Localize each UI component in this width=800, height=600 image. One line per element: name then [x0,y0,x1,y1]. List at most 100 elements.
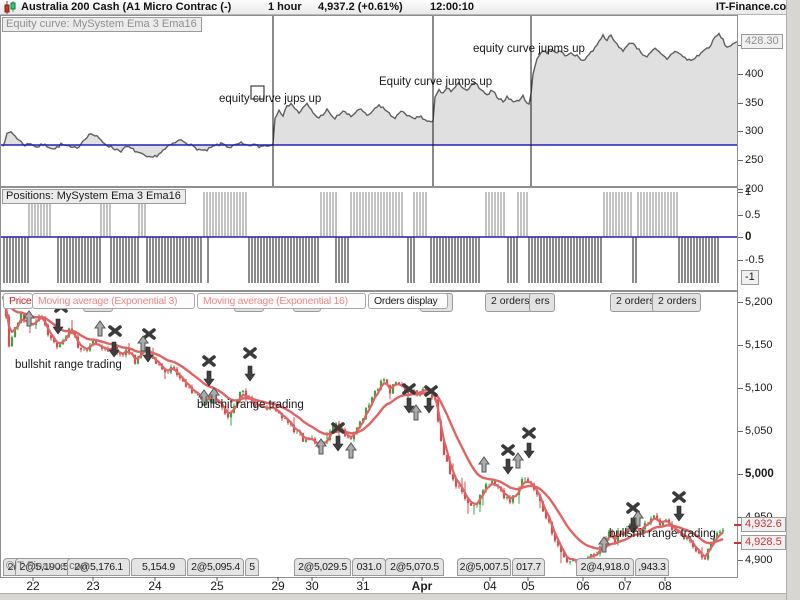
buy-arrow-marker [137,335,149,352]
y-tick-mark [738,388,743,389]
order-price-tab[interactable]: 031.0 [352,558,386,576]
indicator-button-orders-display[interactable]: Orders display [368,293,448,309]
equity-y-tick: 400 [745,67,764,80]
buy-arrow-marker [208,387,220,404]
sell-arrow-marker [523,442,535,459]
positions-y-tick: 0.5 [745,208,761,221]
equity-annotation: equity curve jups up [219,93,321,105]
order-price-tab[interactable]: 2@5,029.5 [294,558,351,576]
order-price-tab[interactable]: 2@4,918.0 [576,558,634,576]
x-tick-mark [92,577,94,581]
x-tick-mark [154,577,156,581]
x-tick-label: 22 [26,579,40,593]
x-tick-label: 04 [483,579,497,593]
order-price-tab[interactable]: 2@5,095.4 [187,558,244,576]
equity-y-tick: 350 [745,96,764,109]
x-tick-mark [421,577,423,581]
exit-cross-marker [202,355,216,367]
equity-annotation: equity curve jupms up [473,43,585,55]
y-tick-mark [738,45,743,46]
order-price-tab[interactable]: 5,154.9 [131,558,186,576]
exit-cross-marker [108,325,122,337]
equity-panel-label[interactable]: Equity curve: MySystem Ema 3 Ema16 [2,17,202,32]
sell-arrow-marker [423,397,435,414]
y-tick-mark [738,560,743,561]
sell-arrow-marker [142,346,154,363]
x-axis: 22 23 24 25 29 30 31 Apr 04 05 06 07 08 [0,577,738,593]
brand-link[interactable]: IT-Finance.com [715,1,796,13]
price-annotation: bullshit range trading [609,528,716,540]
sell-arrow-marker [203,370,215,387]
y-tick-mark [738,214,743,216]
y-tick-mark [738,302,743,303]
buy-arrow-marker [198,389,210,406]
clock-label: 12:00:10 [430,1,475,13]
indicator-button-moving-average-exponential-16-[interactable]: Moving average (Exponential 16) [197,293,366,309]
timeframe-label: 1 hour [268,1,302,13]
equity-current-value-box: 428.30 [741,34,783,49]
exit-cross-marker [424,385,438,397]
x-tick-mark [216,577,218,581]
orders-group-tab[interactable]: 2 orders [485,293,533,312]
x-tick-mark [311,577,313,581]
positions-y-tick: -0.5 [745,253,764,266]
exit-cross-marker [501,444,515,456]
watermark: ©IT-Finance.com [6,560,90,572]
candlestick-icon [4,1,16,14]
y-tick-mark [738,237,743,238]
y-tick-mark [738,345,743,346]
buy-arrow-marker [94,320,106,337]
positions-panel-label[interactable]: Positions: MySystem Ema 3 Ema16 [2,189,186,204]
order-price-tab[interactable]: 2@5,007.5 [457,558,511,576]
sell-arrow-marker [673,505,685,522]
orders-group-tab[interactable]: ers [529,293,555,312]
x-tick-label: 30 [305,579,319,593]
orders-group-tab[interactable]: 2 orders [610,293,657,312]
exit-cross-marker [626,502,640,514]
sell-arrow-marker [403,397,415,414]
buy-arrow-marker [478,456,490,473]
equity-curve-chart: equity curve jups up Equity curve jumps u… [1,16,737,186]
x-tick-label: 23 [86,579,100,593]
buy-arrow-marker [598,536,610,553]
exit-cross-marker [672,491,686,503]
y-tick-mark [738,431,743,432]
quote-label: 4,937.2 (+0.61%) [318,1,403,13]
sell-arrow-marker [52,318,64,335]
y-tick-mark [738,188,743,190]
price-chart: bullshit range trading bullshit range tra… [1,295,725,566]
order-price-tab[interactable]: 2@5,176.1 [67,558,130,576]
buy-arrow-marker [315,438,327,455]
title-bar: Australia 200 Cash (A1 Micro Contrac (-)… [0,0,800,15]
exit-cross-marker [402,383,416,395]
order-price-tab[interactable]: 017.7 [512,558,545,576]
positions-y-tick: 0 [745,231,752,243]
price-current-value-box: 4,928.5 [741,535,786,550]
x-tick-mark [527,577,529,581]
annotation-box [250,85,265,100]
y-tick-mark [738,102,743,104]
price-y-tick: 5,050 [745,425,773,437]
y-tick-mark [738,192,743,193]
y-tick-mark [738,517,743,518]
x-tick-mark [624,577,626,581]
indicator-button-price[interactable]: Price [3,293,33,309]
price-y-tick: 5,200 [745,296,773,308]
indicator-button-moving-average-exponential-3-[interactable]: Moving average (Exponential 3) [32,293,195,309]
x-tick-label: 31 [356,579,370,593]
order-price-tab[interactable]: 2@5,190.5 [15,558,73,576]
sell-arrow-marker [108,341,120,358]
right-gutter [786,0,800,600]
x-tick-label: 08 [658,579,672,593]
price-y-tick: 5,100 [745,382,773,394]
buy-arrow-marker [512,452,524,469]
x-tick-label: 05 [521,579,535,593]
orders-group-tab[interactable]: 2 orders [652,293,701,312]
order-price-tab[interactable]: 5 [245,558,259,576]
x-tick-label: 06 [576,579,590,593]
order-price-tab[interactable]: ,943.3 [635,558,669,576]
equity-curve-line [2,32,737,158]
x-tick-label: 29 [271,579,285,593]
order-price-tab[interactable]: 2@5,070.5 [385,558,444,576]
